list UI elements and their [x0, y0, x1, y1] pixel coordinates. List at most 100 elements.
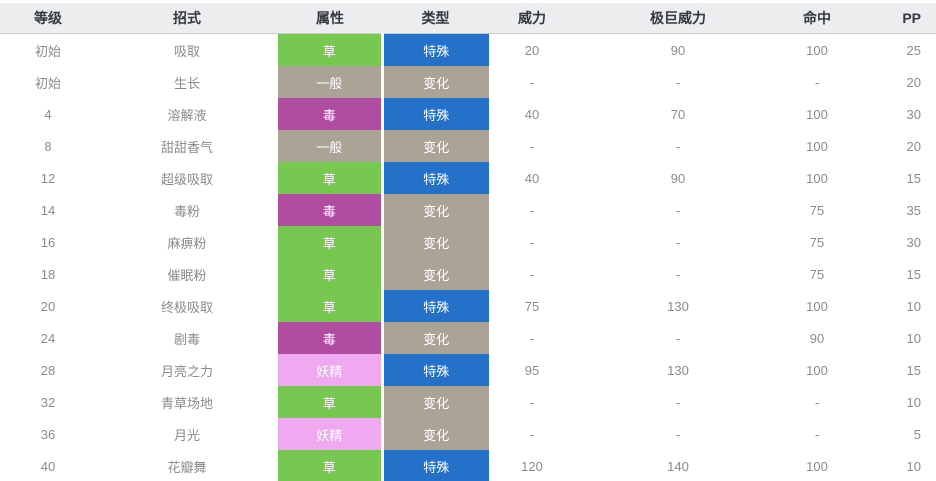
max-power-cell: 70: [670, 106, 686, 122]
level-cell: 32: [40, 394, 56, 410]
level-cell: 16: [40, 234, 56, 250]
move-cell: 毒粉: [173, 203, 200, 219]
moves-table: 等级 招式 属性 类型 威力 极巨威力 命中 PP 初始 吸取草特殊 20 90 100…: [0, 3, 936, 481]
move-cell: 生长: [173, 75, 200, 91]
table-row: 32 青草场地 草变化 - - - 10: [0, 386, 936, 418]
level-cell: 18: [40, 266, 56, 282]
level-cell: 36: [40, 426, 56, 442]
column-header-move: 招式: [96, 3, 278, 34]
level-cell: 4: [44, 106, 52, 122]
category-badge: 变化: [382, 194, 489, 226]
level-cell: 12: [40, 170, 56, 186]
power-cell: -: [529, 138, 535, 154]
table-row: 20 终极吸取 草特殊 75 130 100 10: [0, 290, 936, 322]
level-cell: 28: [40, 362, 56, 378]
accuracy-cell: 100: [806, 362, 828, 378]
level-cell: 8: [44, 138, 52, 154]
max-power-cell: 90: [670, 170, 686, 186]
table-row: 24 剧毒 毒变化 - - 90 10: [0, 322, 936, 354]
pp-cell: 20: [906, 138, 921, 154]
column-header-accuracy: 命中: [781, 3, 853, 34]
move-cell: 月光: [173, 427, 200, 443]
move-cell: 甜甜香气: [160, 139, 213, 155]
column-header-power: 威力: [489, 3, 575, 34]
level-cell: 14: [40, 202, 56, 218]
type-badge: 草: [278, 162, 384, 194]
move-cell: 吸取: [173, 43, 200, 59]
category-badge: 变化: [382, 258, 489, 290]
max-power-cell: -: [675, 330, 681, 346]
level-cell: 初始: [34, 75, 61, 91]
category-badge: 特殊: [382, 33, 489, 66]
power-cell: 20: [524, 42, 540, 58]
accuracy-cell: 100: [806, 458, 828, 474]
type-badge: 草: [278, 258, 384, 290]
max-power-cell: -: [675, 394, 681, 410]
move-cell: 青草场地: [160, 395, 213, 411]
power-cell: -: [529, 330, 535, 346]
table-row: 18 催眠粉 草变化 - - 75 15: [0, 258, 936, 290]
level-cell: 40: [40, 458, 56, 474]
power-cell: -: [529, 394, 535, 410]
type-badge: 草: [278, 386, 384, 418]
accuracy-cell: 75: [809, 266, 825, 282]
move-cell: 麻痹粉: [167, 235, 207, 251]
table-row: 40 花瓣舞 草特殊 120 140 100 10: [0, 450, 936, 481]
type-badge: 一般: [278, 66, 384, 98]
table-row: 14 毒粉 毒变化 - - 75 35: [0, 194, 936, 226]
table-header-row: 等级 招式 属性 类型 威力 极巨威力 命中 PP: [0, 3, 936, 34]
type-badge: 一般: [278, 130, 384, 162]
category-badge: 变化: [382, 322, 489, 354]
category-badge: 特殊: [382, 354, 489, 386]
table-row: 36 月光 妖精 变化 - - - 5: [0, 418, 936, 450]
accuracy-cell: 100: [806, 106, 828, 122]
accuracy-cell: 100: [806, 138, 828, 154]
accuracy-cell: 90: [809, 330, 825, 346]
accuracy-cell: 75: [809, 234, 825, 250]
pp-cell: 10: [906, 394, 921, 410]
type-badge: 草: [278, 33, 384, 66]
pp-cell: 30: [906, 234, 921, 250]
column-header-type: 属性: [278, 3, 382, 34]
power-cell: 95: [524, 362, 540, 378]
pp-cell: 10: [906, 458, 921, 474]
max-power-cell: -: [675, 138, 681, 154]
level-cell: 初始: [34, 43, 61, 59]
type-badge: 毒: [278, 194, 384, 226]
max-power-cell: -: [675, 426, 681, 442]
max-power-cell: -: [675, 74, 681, 90]
category-badge: 变化: [382, 226, 489, 258]
power-cell: -: [529, 234, 535, 250]
table-row: 4 溶解液 毒特殊 40 70 100 30: [0, 98, 936, 130]
type-badge: 草: [278, 450, 384, 481]
pp-cell: 15: [906, 266, 921, 282]
type-badge: 妖精: [278, 418, 384, 450]
pp-cell: 25: [906, 42, 921, 58]
accuracy-cell: 100: [806, 42, 828, 58]
accuracy-cell: -: [814, 426, 820, 442]
move-cell: 花瓣舞: [167, 459, 207, 475]
category-badge: 特殊: [382, 98, 489, 130]
accuracy-cell: 100: [806, 298, 828, 314]
max-power-cell: -: [675, 234, 681, 250]
pp-cell: 20: [906, 74, 921, 90]
type-badge: 毒: [278, 98, 384, 130]
max-power-cell: 130: [667, 362, 689, 378]
table-row: 初始 吸取 草特殊 20 90 100 25: [0, 33, 936, 66]
max-power-cell: -: [675, 266, 681, 282]
max-power-cell: 130: [667, 298, 689, 314]
move-cell: 溶解液: [167, 107, 207, 123]
move-cell: 超级吸取: [160, 171, 213, 187]
power-cell: -: [529, 266, 535, 282]
level-cell: 20: [40, 298, 56, 314]
max-power-cell: 140: [667, 458, 689, 474]
max-power-cell: 90: [670, 42, 686, 58]
move-cell: 月亮之力: [160, 363, 213, 379]
move-cell: 终极吸取: [160, 299, 213, 315]
column-header-category: 类型: [382, 3, 489, 34]
accuracy-cell: 75: [809, 202, 825, 218]
pp-cell: 15: [906, 170, 921, 186]
category-badge: 特殊: [382, 290, 489, 322]
